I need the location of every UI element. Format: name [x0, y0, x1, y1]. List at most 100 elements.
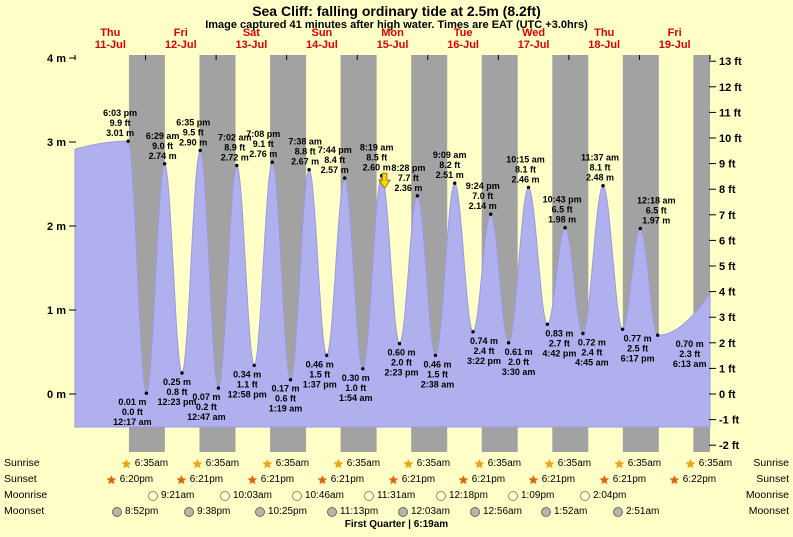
high-tide-label: 6.5 ft — [552, 205, 573, 215]
moonset-time: 2:51am — [626, 506, 660, 517]
day-date-label: 14-Jul — [306, 39, 338, 51]
low-tide-label: 0.60 m — [387, 348, 415, 358]
moonrise-entry: 2:04pm — [580, 488, 626, 503]
day-date-label: 19-Jul — [659, 39, 691, 51]
moonset-row-label-left: Moonset — [4, 505, 45, 517]
sunrise-row-label-left: Sunrise — [4, 457, 40, 469]
low-tide-label: 0.46 m — [423, 359, 451, 369]
right-axis-label: -2 ft — [719, 440, 740, 452]
high-tide-label: 8.2 ft — [439, 160, 460, 170]
current-tide-marker-icon — [378, 172, 391, 189]
high-tide-label: 6:35 pm — [176, 117, 210, 127]
low-tide-dot — [545, 322, 550, 326]
high-tide-label: 8.8 ft — [295, 147, 316, 157]
sunset-icon: ★ — [106, 472, 117, 487]
low-tide-label: 0.8 ft — [166, 387, 187, 397]
sunrise-time: 6:35am — [205, 458, 240, 469]
sunset-time: 6:21pm — [612, 474, 647, 485]
high-tide-label: 6:03 pm — [103, 108, 137, 118]
low-tide-label: 0.34 m — [233, 369, 261, 379]
left-axis-label: 2 m — [47, 221, 66, 233]
low-tide-label: 6:13 am — [673, 359, 707, 369]
sunrise-icon: ★ — [333, 456, 344, 471]
day-name-label: Wed — [522, 27, 545, 39]
moonset-time: 1:52am — [554, 506, 588, 517]
high-tide-label: 2.51 m — [436, 170, 464, 180]
low-tide-label: 0.46 m — [306, 359, 334, 369]
sunrise-entry: ★ 6:35am — [614, 456, 661, 471]
moonrise-icon — [580, 490, 590, 501]
sunset-entry: ★ 6:21pm — [528, 472, 575, 487]
moonrise-time: 12:18pm — [449, 490, 488, 501]
sunset-icon: ★ — [528, 472, 539, 487]
sunrise-entry: ★ 6:35am — [685, 456, 732, 471]
moonrise-icon — [220, 490, 230, 501]
sunset-entry: ★ 6:21pm — [388, 472, 435, 487]
high-tide-dot — [235, 163, 239, 168]
sunset-time: 6:21pm — [260, 474, 295, 485]
high-tide-label: 2.60 m — [363, 163, 391, 173]
sunrise-icon: ★ — [544, 456, 555, 471]
sunrise-entry: ★ 6:35am — [474, 456, 521, 471]
high-tide-label: 2.48 m — [586, 173, 614, 183]
high-tide-label: 9:09 am — [433, 150, 467, 160]
sunset-icon: ★ — [458, 472, 469, 487]
moonset-icon — [327, 506, 337, 517]
moonset-time: 11:13pm — [340, 506, 379, 517]
left-axis-label: 1 m — [47, 305, 66, 317]
low-tide-dot — [325, 353, 329, 358]
sunrise-icon: ★ — [192, 456, 203, 471]
low-tide-label: 2.7 ft — [549, 338, 570, 348]
low-tide-dot — [361, 367, 365, 371]
high-tide-label: 9.5 ft — [183, 127, 204, 137]
high-tide-label: 9.9 ft — [110, 118, 131, 128]
day-name-label: Mon — [381, 27, 404, 39]
day-date-label: 17-Jul — [518, 39, 550, 51]
moonrise-icon — [436, 490, 446, 501]
sunrise-entry: ★ 6:35am — [192, 456, 239, 471]
high-tide-label: 8.4 ft — [324, 155, 345, 165]
day-date-label: 18-Jul — [588, 39, 620, 51]
low-tide-label: 2:38 am — [421, 379, 455, 389]
left-axis-label: 4 m — [47, 53, 66, 65]
sunrise-time: 6:35am — [416, 458, 451, 469]
high-tide-label: 2.46 m — [511, 174, 539, 184]
low-tide-label: 2.0 ft — [391, 358, 412, 368]
moonrise-icon — [364, 490, 374, 501]
high-tide-label: 8.5 ft — [366, 153, 387, 163]
moonset-entry: 1:52am — [541, 504, 587, 519]
low-tide-label: 1:19 am — [269, 404, 303, 414]
high-tide-label: 9.0 ft — [152, 141, 173, 151]
day-name-label: Sat — [243, 27, 260, 39]
moonrise-entry: 10:03am — [220, 488, 272, 503]
high-tide-label: 2.57 m — [321, 165, 349, 175]
high-tide-dot — [453, 181, 457, 185]
low-tide-label: 0.70 m — [676, 339, 704, 349]
low-tide-label: 6:17 pm — [621, 353, 655, 363]
low-tide-label: 12:58 pm — [228, 389, 267, 399]
high-tide-dot — [638, 226, 642, 231]
sunrise-icon: ★ — [685, 456, 696, 471]
low-tide-label: 0.2 ft — [196, 402, 217, 412]
low-tide-label: 2.0 ft — [508, 357, 529, 367]
high-tide-dot — [270, 160, 274, 164]
sunrise-row-label-right: Sunrise — [753, 457, 789, 469]
moonset-icon — [255, 506, 265, 517]
high-tide-label: 7:08 pm — [246, 129, 280, 139]
sunset-entry: ★ 6:22pm — [669, 472, 716, 487]
day-date-label: 11-Jul — [95, 39, 126, 51]
high-tide-label: 7:44 pm — [318, 145, 352, 155]
moonrise-row-label-right: Moonrise — [745, 489, 789, 501]
moonset-row-label-right: Moonset — [748, 505, 789, 517]
tide-curve — [74, 140, 711, 428]
moonrise-icon — [148, 490, 158, 501]
high-tide-label: 2.36 m — [394, 183, 422, 193]
moonset-entry: 10:25pm — [255, 504, 307, 519]
sunset-entry: ★ 6:21pm — [458, 472, 505, 487]
moonset-icon — [184, 506, 194, 517]
high-tide-label: 10:43 pm — [543, 195, 582, 205]
sunrise-entry: ★ 6:35am — [403, 456, 450, 471]
low-tide-dot — [433, 353, 438, 358]
low-tide-label: 0.6 ft — [275, 394, 296, 404]
low-tide-dot — [620, 327, 625, 331]
